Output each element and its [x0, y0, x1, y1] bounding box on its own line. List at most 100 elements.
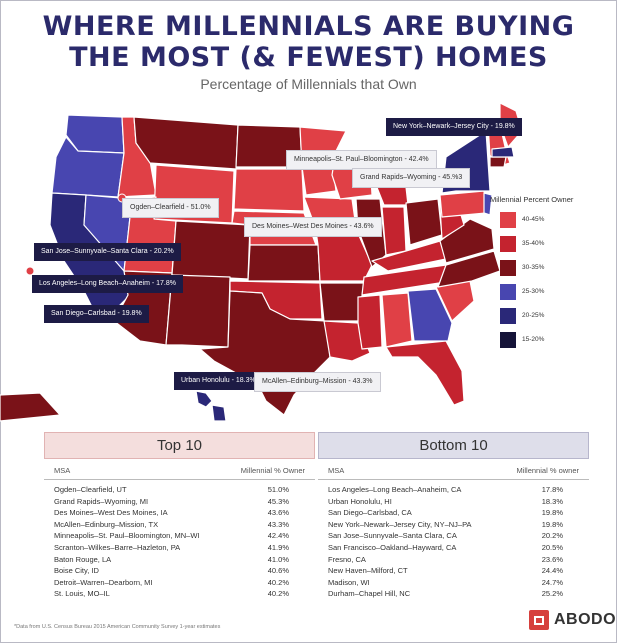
table-row: Minneapolis–St. Paul–Bloomington, MN–WI 4… — [44, 530, 315, 542]
callout-mcallen: McAllen–Edinburg–Mission - 43.3% — [254, 372, 381, 392]
top10-rows: Ogden–Clearfield, UT 51.0% Grand Rapids–Wy… — [44, 484, 315, 600]
state-new-mexico — [165, 274, 231, 348]
legend-label: 15-20% — [522, 336, 545, 343]
row-pct: 23.6% — [541, 554, 563, 564]
legend-label: 35-40% — [522, 240, 545, 247]
row-pct: 24.4% — [541, 566, 563, 576]
house-icon — [529, 610, 549, 630]
legend-label: 30-35% — [522, 264, 545, 271]
top10-col-pct: Millennial % Owner — [240, 466, 305, 475]
row-msa: Ogden–Clearfield, UT — [54, 485, 127, 494]
top10-col-msa: MSA — [54, 466, 71, 475]
table-row: McAllen–Edinburg–Mission, TX 43.3% — [44, 519, 315, 531]
subtitle: Percentage of Millennials that Own — [200, 76, 417, 92]
bottom10-panel: Bottom 10 MSA Millennial % owner Los Ang… — [318, 432, 589, 600]
row-pct: 41.0% — [267, 554, 289, 564]
table-row: San Diego–Carlsbad, CA 19.8% — [318, 507, 589, 519]
row-pct: 41.9% — [267, 542, 289, 552]
state-north-carolina — [437, 250, 501, 288]
legend-swatch — [500, 308, 516, 324]
row-pct: 40.6% — [267, 566, 289, 576]
row-pct: 18.3% — [541, 496, 563, 506]
row-pct: 24.7% — [541, 577, 563, 587]
row-msa: Grand Rapids–Wyoming, MI — [54, 496, 149, 506]
state-massachusetts — [491, 146, 515, 158]
table-row: San Jose–Sunnyvale–Santa Clara, CA 20.2% — [318, 530, 589, 542]
row-msa: Fresno, CA — [328, 554, 366, 564]
table-row: Madison, WI 24.7% — [318, 577, 589, 589]
row-msa: Madison, WI — [328, 577, 370, 587]
callout-grand-rapids: Grand Rapids–Wyoming - 45.%3 — [352, 168, 471, 188]
table-row: Baton Rouge, LA 41.0% — [44, 554, 315, 566]
top10-heading: Top 10 — [44, 432, 315, 459]
state-alaska — [0, 392, 61, 422]
row-pct: 43.3% — [267, 519, 289, 529]
row-msa: New Haven–Milford, CT — [328, 566, 408, 576]
legend-swatch — [500, 284, 516, 300]
title-line-1: WHERE MILLENNIALS ARE BUYING — [42, 11, 575, 42]
row-msa: Durham–Chapel Hill, NC — [328, 589, 411, 599]
state-georgia — [407, 288, 453, 342]
table-row: Ogden–Clearfield, UT 51.0% — [44, 484, 315, 496]
table-row: Grand Rapids–Wyoming, MI 45.3% — [44, 496, 315, 508]
row-pct: 42.4% — [267, 531, 289, 541]
row-pct: 20.2% — [541, 531, 563, 541]
state-connecticut — [489, 156, 507, 168]
row-pct: 25.2% — [541, 589, 563, 599]
legend-swatch — [500, 332, 516, 348]
row-pct: 19.8% — [541, 508, 563, 518]
callout-minneapolis: Minneapolis–St. Paul–Bloomington - 42.4% — [286, 150, 437, 170]
callout-new-york: New York–Newark–Jersey City - 19.8% — [386, 118, 522, 136]
legend-swatch — [500, 212, 516, 228]
callout-san-jose: San Jose–Sunnyvale–Santa Clara - 20.2% — [34, 243, 181, 261]
top10-panel: Top 10 MSA Millennial % Owner Ogden–Clea… — [44, 432, 315, 600]
row-msa: McAllen–Edinburg–Mission, TX — [54, 519, 159, 529]
row-msa: Boise City, ID — [54, 566, 99, 576]
bottom10-col-pct: Millennial % owner — [516, 466, 579, 475]
row-pct: 43.6% — [267, 508, 289, 518]
callout-des-moines: Des Moines–West Des Moines - 43.6% — [244, 217, 382, 237]
row-pct: 40.2% — [267, 589, 289, 599]
row-msa: Des Moines–West Des Moines, IA — [54, 508, 168, 518]
legend-swatch — [500, 260, 516, 276]
footnote: *Data from U.S. Census Bureau 2015 Ameri… — [14, 624, 221, 630]
state-pennsylvania — [439, 190, 487, 218]
table-row: Urban Honolulu, HI 18.3% — [318, 496, 589, 508]
state-new-jersey — [483, 192, 493, 216]
row-pct: 40.2% — [267, 577, 289, 587]
row-msa: St. Louis, MO–IL — [54, 589, 110, 599]
row-pct: 17.8% — [541, 485, 563, 494]
los-angeles-marker — [25, 266, 35, 276]
table-row: Detroit–Warren–Dearborn, MI 40.2% — [44, 577, 315, 589]
bottom10-col-msa: MSA — [328, 466, 345, 475]
title-line-2: THE MOST (& FEWEST) HOMES — [69, 42, 548, 73]
callout-san-diego: San Diego–Carlsbad - 19.8% — [44, 305, 149, 323]
bottom10-rows: Los Angeles–Long Beach–Anaheim, CA 17.8% U… — [318, 484, 589, 600]
table-row: New Haven–Milford, CT 24.4% — [318, 565, 589, 577]
row-pct: 45.3% — [267, 496, 289, 506]
state-colorado — [171, 220, 251, 280]
state-florida — [385, 340, 465, 406]
state-alabama — [381, 292, 413, 348]
row-msa: New York–Newark–Jersey City, NY–NJ–PA — [328, 519, 472, 529]
table-row: San Francisco–Oakland–Hayward, CA 20.5% — [318, 542, 589, 554]
row-msa: Scranton–Wilkes–Barre–Hazleton, PA — [54, 542, 181, 552]
state-kansas — [247, 244, 321, 282]
bottom10-heading: Bottom 10 — [318, 432, 589, 459]
row-pct: 20.5% — [541, 542, 563, 552]
legend-title: Millennial Percent Owner — [490, 195, 574, 204]
table-row: Boise City, ID 40.6% — [44, 565, 315, 577]
state-indiana — [381, 206, 407, 256]
state-hawaii-island — [211, 404, 227, 422]
row-msa: Baton Rouge, LA — [54, 554, 112, 564]
row-msa: San Jose–Sunnyvale–Santa Clara, CA — [328, 531, 457, 541]
state-montana — [133, 116, 239, 170]
table-row: Los Angeles–Long Beach–Anaheim, CA 17.8% — [318, 484, 589, 496]
row-msa: Los Angeles–Long Beach–Anaheim, CA — [328, 485, 462, 494]
row-msa: Urban Honolulu, HI — [328, 496, 392, 506]
state-virginia — [439, 218, 495, 264]
row-pct: 51.0% — [267, 485, 289, 494]
logo-text: ABODO — [554, 611, 617, 628]
bottom10-column-header: MSA Millennial % owner — [318, 463, 589, 480]
table-row: Fresno, CA 23.6% — [318, 554, 589, 566]
